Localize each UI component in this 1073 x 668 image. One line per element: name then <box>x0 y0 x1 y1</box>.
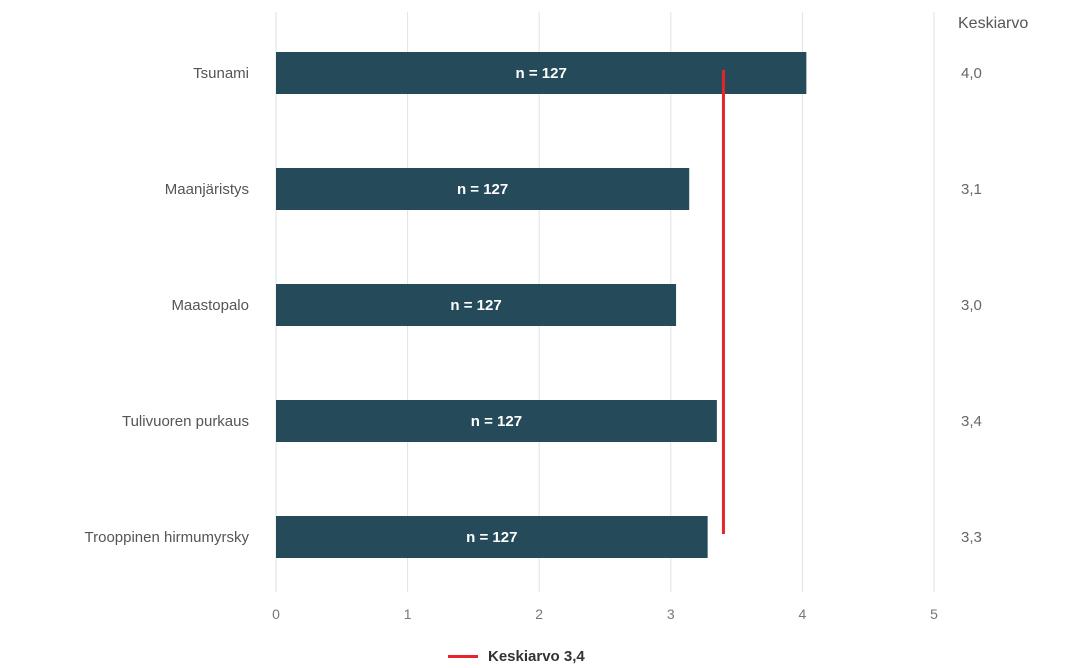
category-label: Tulivuoren purkaus <box>122 413 249 430</box>
mean-value-labels: 4,0 3,1 3,0 3,4 3,3 <box>961 65 982 546</box>
category-label: Maanjäristys <box>165 181 249 198</box>
bar <box>276 284 677 326</box>
bar <box>276 168 690 210</box>
mean-value-label: 3,0 <box>961 297 982 314</box>
bar-label: n = 127 <box>450 297 501 314</box>
bar <box>276 52 807 94</box>
mean-value-label: 3,1 <box>961 181 982 198</box>
category-labels: Tsunami Maanjäristys Maastopalo Tulivuoren … <box>85 65 250 546</box>
mean-value-label: 3,4 <box>961 413 982 430</box>
x-tick-label: 3 <box>667 606 675 622</box>
bars-group: n = 127 n = 127 n = 127 n = 127 n = 127 <box>276 52 807 558</box>
bar <box>276 400 717 442</box>
bar-label: n = 127 <box>457 181 508 198</box>
bar <box>276 516 708 558</box>
mean-value-label: 3,3 <box>961 529 982 546</box>
x-tick-label: 1 <box>404 606 412 622</box>
category-label: Maastopalo <box>171 297 249 314</box>
x-tick-label: 0 <box>272 606 280 622</box>
legend-swatch-mean-line <box>448 655 478 658</box>
bar-chart: n = 127 n = 127 n = 127 n = 127 n = 127 Tsun… <box>85 12 1028 622</box>
legend-label: Keskiarvo 3,4 <box>488 648 585 665</box>
mean-column-header: Keskiarvo <box>958 15 1028 32</box>
category-label: Tsunami <box>193 65 249 82</box>
x-tick-label: 5 <box>930 606 938 622</box>
bar-label: n = 127 <box>466 529 517 546</box>
category-label: Trooppinen hirmumyrsky <box>85 529 250 546</box>
x-tick-labels: 0 1 2 3 4 5 <box>272 606 938 622</box>
x-tick-label: 2 <box>535 606 543 622</box>
bar-label: n = 127 <box>471 413 522 430</box>
legend: Keskiarvo 3,4 <box>448 648 585 665</box>
x-tick-label: 4 <box>799 606 807 622</box>
mean-value-label: 4,0 <box>961 65 982 82</box>
bar-label: n = 127 <box>516 65 567 82</box>
